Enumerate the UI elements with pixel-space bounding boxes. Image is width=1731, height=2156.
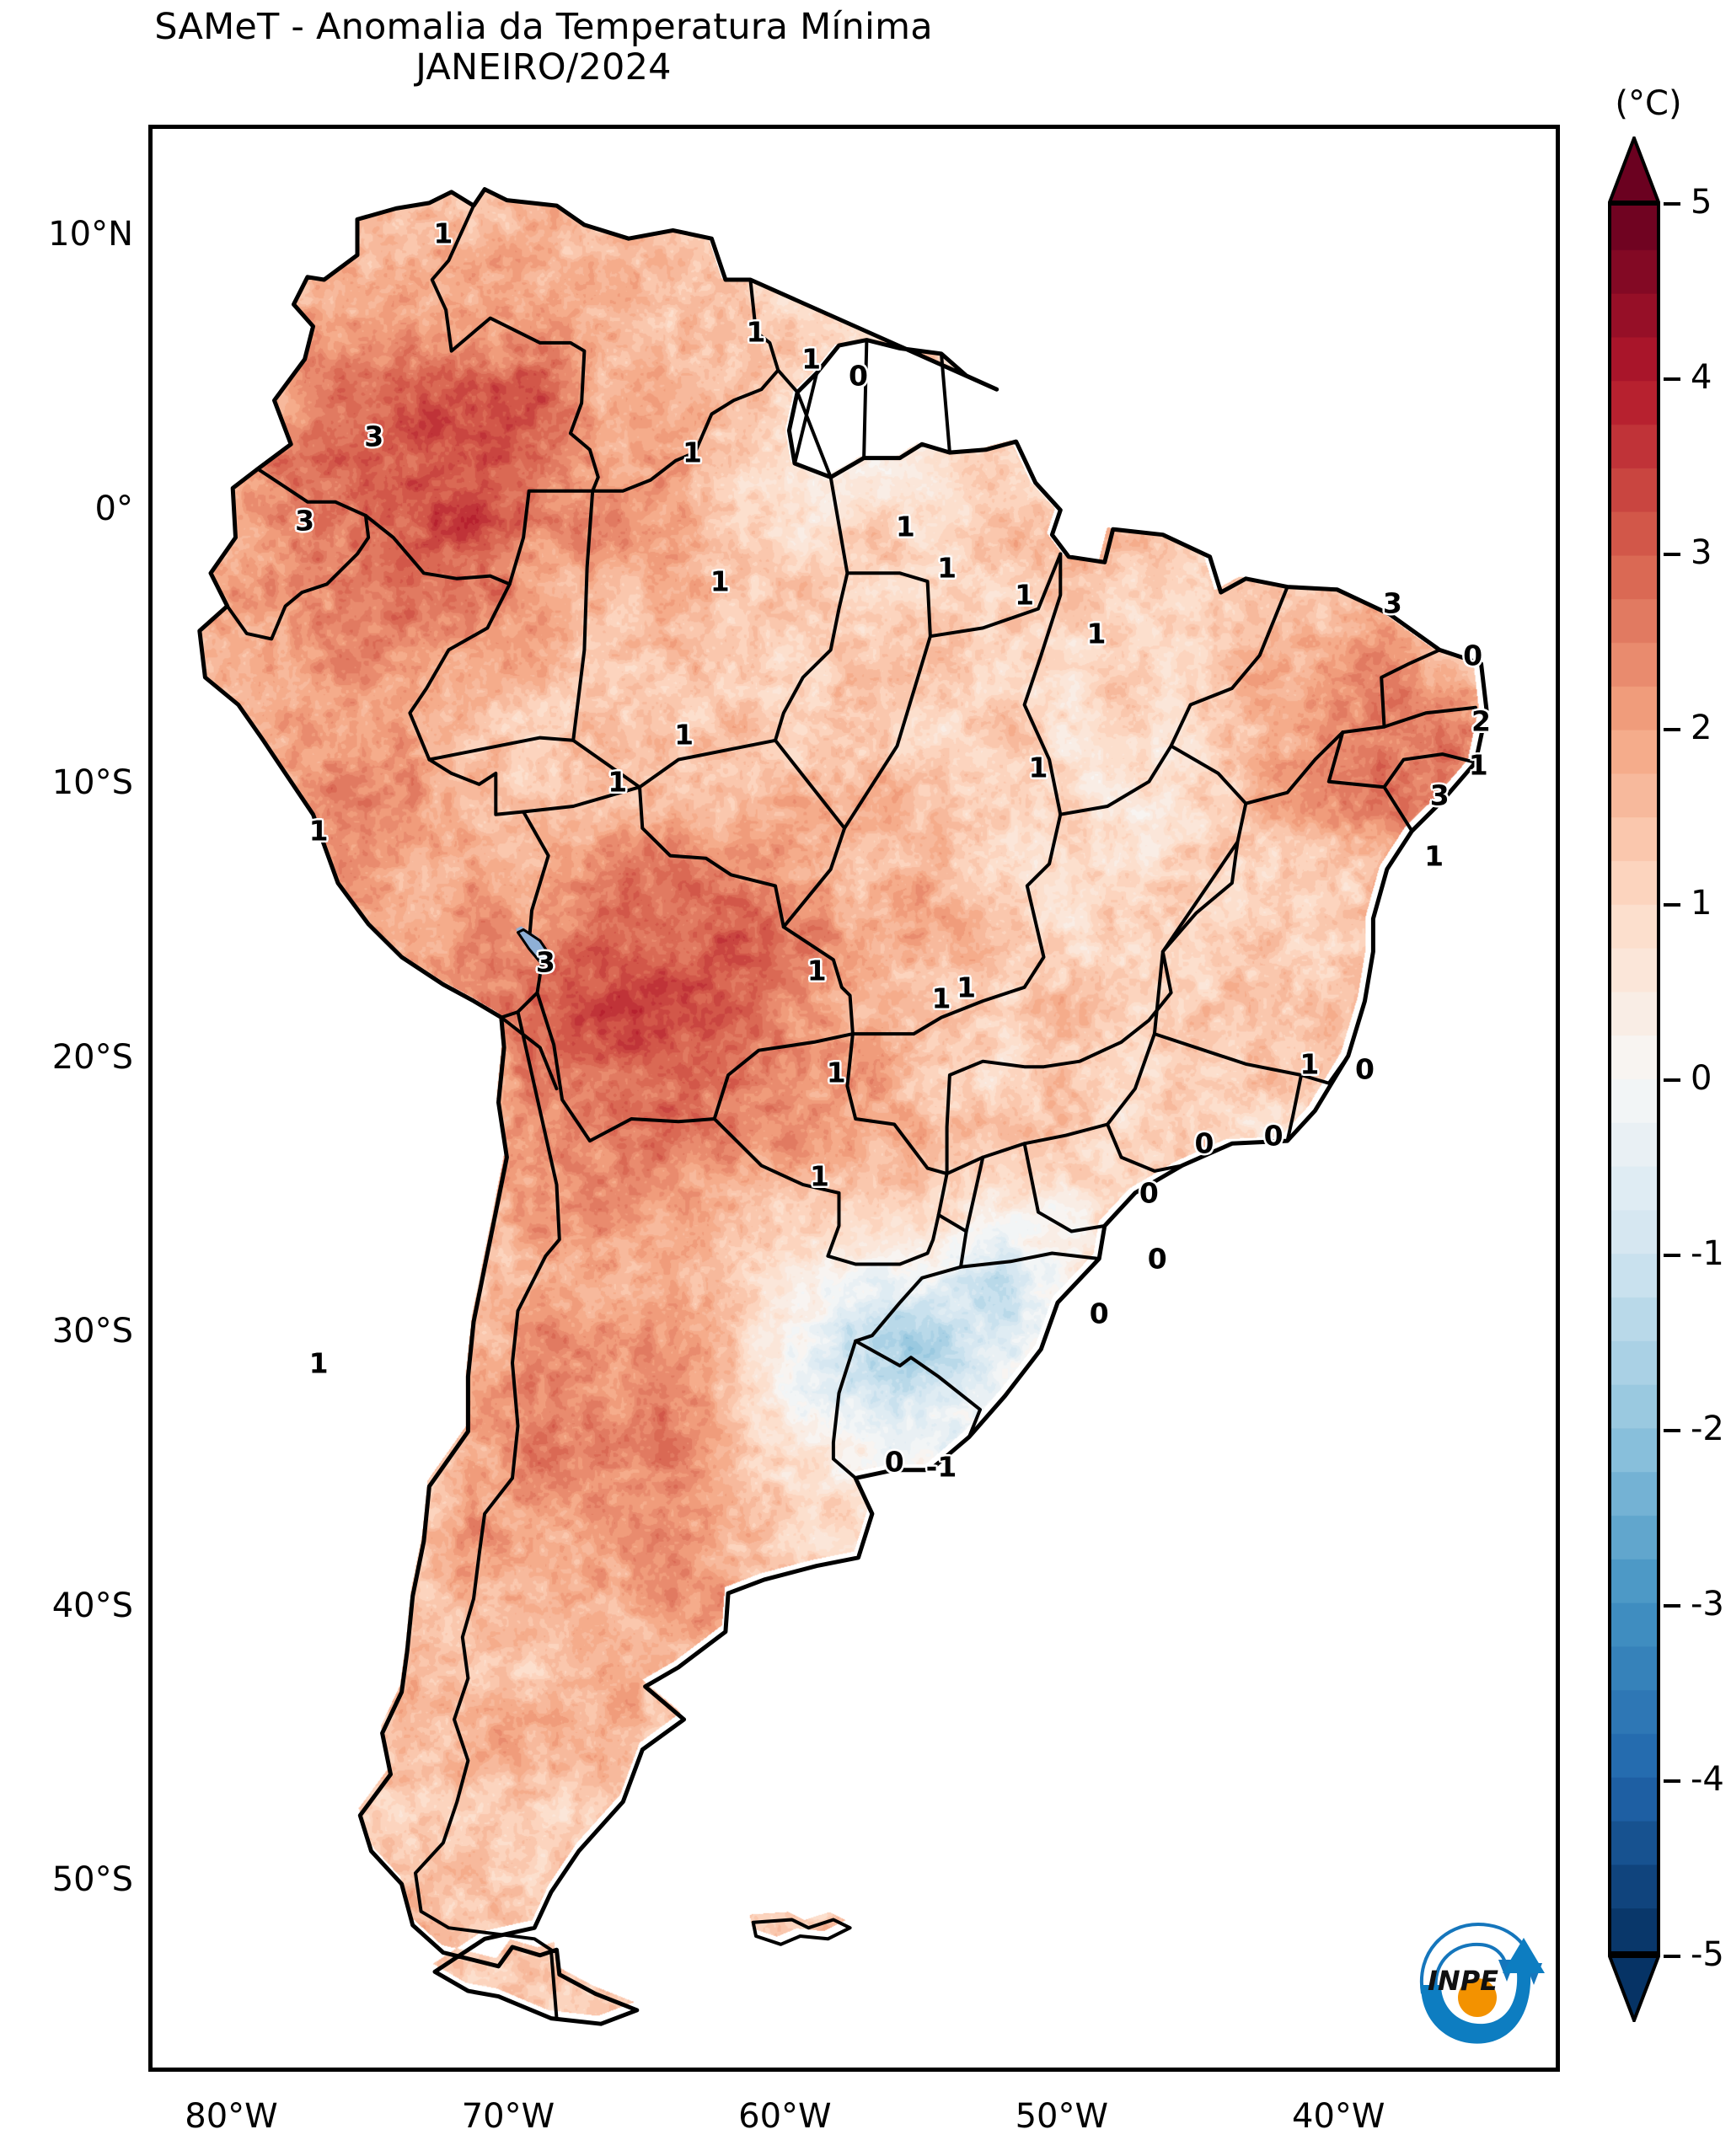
country-border (793, 371, 819, 466)
country-border (408, 582, 550, 1019)
longitude-tick-label: 50°W (1015, 2097, 1109, 2136)
country-border (1106, 1122, 1184, 1173)
country-border (712, 1032, 949, 1266)
country-border (1382, 752, 1477, 789)
country-border (571, 489, 595, 742)
latitude-tick-label: 40°S (51, 1586, 133, 1625)
longitude-tick-label: 40°W (1292, 2097, 1385, 2136)
colorbar-tick-label: 5 (1664, 183, 1731, 222)
country-border (1152, 1032, 1350, 1085)
country-border (522, 785, 855, 1036)
longitude-tick-label: 60°W (738, 2097, 832, 2136)
colorbar-extend-bottom (1608, 1955, 1660, 2022)
country-border (945, 744, 1248, 1176)
map-borders-overlay (197, 187, 1489, 2026)
country-border (1285, 1073, 1303, 1143)
island (751, 1918, 852, 1946)
latitude-tick-label: 50°S (51, 1860, 133, 1900)
country-border (1380, 648, 1442, 729)
country-border (843, 571, 932, 830)
colorbar-tick-label: -4 (1664, 1760, 1731, 1799)
colorbar: (°C) 5 4 3 2 1 0 -1 -2 -3 -4 -5 (1584, 84, 1731, 2089)
lake (517, 928, 553, 967)
country-border (940, 351, 951, 455)
map-plot-area: 1 3 1 1 0 1 3 1 1 1 1 3 1 0 2 1 1 1 3 1 1 1 3 1 1 1 1 1 0 0 0 1 0 0 0 1 0 -1 … (148, 125, 1560, 2072)
colorbar-extend-top (1608, 136, 1660, 204)
country-border (255, 467, 595, 586)
country-border (414, 1010, 561, 2020)
country-border (591, 278, 780, 493)
inpe-logo: INPE (1397, 1913, 1556, 2047)
page-title: SAMeT - Anomalia da Temperatura Mínima J… (0, 7, 1087, 88)
longitude-tick-label: 80°W (185, 2097, 278, 2136)
colorbar-unit-label: (°C) (1615, 84, 1682, 123)
colorbar-tick-label: 2 (1664, 709, 1731, 747)
country-border (850, 552, 1063, 1036)
latitude-tick-label: 20°S (51, 1037, 133, 1077)
country-border (1058, 585, 1289, 816)
colorbar-tick-label: -1 (1664, 1234, 1731, 1273)
country-border (774, 738, 847, 929)
title-line-2: JANEIRO/2024 (415, 46, 672, 89)
colorbar-tick-label: 3 (1664, 533, 1731, 572)
latitude-tick-label: 10°S (51, 763, 133, 803)
country-border (854, 1213, 982, 1439)
country-border (225, 513, 371, 641)
colorbar-tick-label: -3 (1664, 1585, 1731, 1624)
colorbar-tick-label: -5 (1664, 1935, 1731, 1974)
country-border (638, 475, 849, 789)
colorbar-tick-label: 4 (1664, 358, 1731, 397)
colorbar-tick-label: 1 (1664, 884, 1731, 923)
longitude-tick-label: 70°W (461, 2097, 555, 2136)
country-border (1326, 730, 1414, 833)
country-border (862, 338, 869, 460)
country-border (427, 736, 641, 789)
inpe-logo-text: INPE (1428, 1965, 1498, 1997)
country-border (964, 1155, 985, 1233)
latitude-tick-label: 30°S (51, 1312, 133, 1351)
colorbar-tick-label: 0 (1664, 1059, 1731, 1098)
latitude-tick-label: 10°N (48, 215, 133, 254)
colorbar-gradient (1608, 202, 1660, 1955)
country-border (831, 1339, 858, 1480)
country-border (430, 204, 600, 493)
country-border (959, 1251, 1101, 1269)
country-border (535, 991, 855, 1143)
latitude-tick-label: 0° (94, 489, 133, 528)
title-line-1: SAMeT - Anomalia da Temperatura Mínima (154, 6, 933, 48)
country-border (945, 840, 1240, 1176)
coastline (197, 187, 1489, 2026)
colorbar-tick-label: -2 (1664, 1410, 1731, 1448)
country-border (928, 552, 1063, 639)
country-border (499, 1015, 559, 1091)
country-border (1022, 1142, 1107, 1233)
